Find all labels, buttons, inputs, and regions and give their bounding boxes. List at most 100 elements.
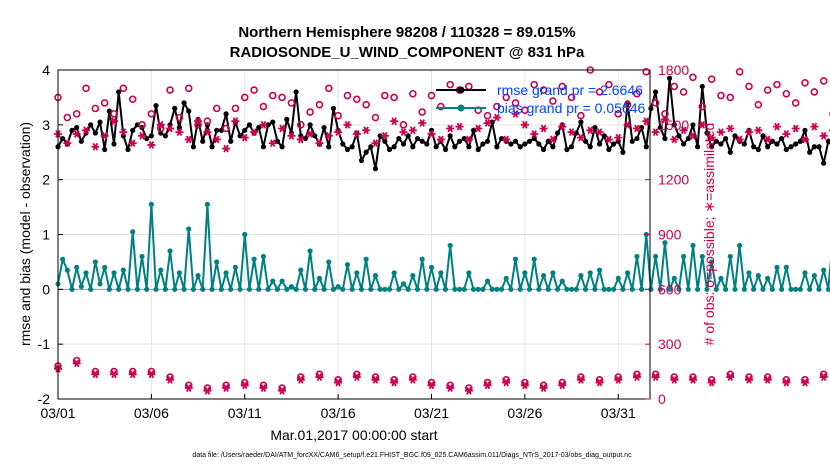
data-point-bias — [807, 286, 813, 292]
data-point-bias — [601, 286, 607, 292]
data-point-rmse — [741, 141, 747, 147]
data-point-obs-possible — [521, 106, 529, 115]
data-point-obs-possible — [212, 104, 221, 113]
data-point-obs-assimilated — [763, 135, 772, 144]
data-point-rmse — [676, 133, 682, 139]
data-point-bias — [88, 286, 94, 292]
data-point-rmse — [536, 141, 542, 147]
data-point-bias — [139, 253, 145, 260]
data-point-rmse — [802, 127, 808, 133]
data-point-obs-assimilated — [716, 128, 725, 137]
data-point-obs-assimilated-low — [128, 370, 137, 379]
data-point-bias — [228, 286, 234, 292]
data-point-obs-assimilated-low — [315, 373, 324, 381]
data-point-obs-possible — [763, 86, 772, 94]
data-point-obs-assimilated-low — [632, 373, 641, 381]
data-point-obs-possible — [549, 97, 557, 105]
data-point-obs-assimilated-low — [502, 378, 511, 387]
data-point-obs-assimilated-low — [91, 370, 100, 379]
data-point-obs-assimilated — [558, 122, 567, 131]
data-point-obs-assimilated-low — [782, 378, 791, 387]
data-point-bias — [447, 242, 453, 249]
data-point-obs-assimilated — [72, 130, 81, 138]
x-tick-label: 03/01 — [40, 405, 75, 421]
data-point-bias — [270, 278, 276, 284]
data-point-rmse — [723, 135, 729, 142]
data-point-bias — [442, 286, 449, 292]
data-point-rmse — [382, 138, 388, 144]
data-point-obs-assimilated-low — [408, 375, 417, 384]
data-point-bias — [298, 267, 304, 273]
y-tick-label: 2 — [42, 172, 50, 188]
grid — [57, 69, 650, 400]
data-point-bias — [816, 286, 822, 292]
series-obs-assimilated-low — [54, 359, 828, 395]
data-point-obs-assimilated — [324, 131, 333, 140]
data-point-rmse — [681, 141, 687, 147]
data-point-bias — [405, 286, 411, 292]
data-point-bias — [769, 286, 775, 292]
data-point-rmse — [186, 108, 192, 114]
data-point-bias — [204, 201, 211, 207]
data-point-bias — [134, 286, 140, 292]
data-point-rmse — [765, 144, 771, 150]
data-point-rmse — [172, 105, 178, 111]
data-point-rmse — [466, 144, 472, 150]
data-point-bias — [382, 286, 388, 292]
data-point-rmse — [326, 144, 332, 150]
data-point-rmse — [265, 122, 271, 128]
data-point-obs-assimilated — [744, 128, 753, 137]
data-point-bias — [452, 286, 458, 292]
data-point-bias — [737, 242, 743, 249]
data-point-bias — [190, 286, 196, 292]
data-point-obs-assimilated — [772, 122, 781, 131]
data-point-obs-possible — [791, 99, 800, 107]
data-point-obs-possible — [577, 111, 585, 120]
data-point-bias — [568, 286, 575, 292]
data-marks — [54, 66, 830, 395]
data-point-rmse — [610, 141, 617, 147]
data-point-rmse — [601, 133, 607, 139]
data-point-bias — [302, 286, 309, 292]
data-point-obs-assimilated — [464, 135, 473, 144]
data-point-bias — [461, 286, 467, 292]
data-point-obs-possible — [493, 102, 501, 111]
data-point-bias — [64, 267, 70, 273]
data-point-obs-possible — [324, 84, 333, 93]
data-point-obs-possible — [717, 91, 725, 100]
data-point-obs-assimilated-low — [483, 381, 492, 390]
data-point-rmse — [372, 166, 379, 172]
data-point-rmse — [793, 141, 799, 147]
data-point-obs-assimilated-low — [240, 381, 249, 390]
data-point-rmse — [92, 130, 98, 136]
data-point-bias — [802, 270, 808, 276]
data-point-obs-assimilated-low — [801, 378, 810, 387]
data-point-bias — [116, 286, 122, 292]
data-point-bias — [517, 286, 523, 292]
data-point-obs-possible — [119, 84, 128, 93]
data-point-bias — [526, 286, 533, 292]
data-point-obs-possible — [315, 100, 324, 109]
data-point-obs-possible — [100, 99, 109, 107]
data-point-bias — [386, 286, 393, 292]
data-point-obs-assimilated — [754, 126, 763, 135]
data-point-bias — [391, 270, 397, 276]
data-point-obs-assimilated — [278, 124, 287, 133]
data-point-rmse — [223, 111, 229, 117]
data-point-rmse — [424, 141, 430, 147]
data-point-rmse — [368, 144, 374, 150]
data-point-rmse — [130, 127, 136, 133]
data-point-obs-possible — [633, 89, 641, 98]
data-point-obs-possible — [381, 91, 389, 100]
data-point-obs-assimilated — [791, 124, 800, 133]
data-point-obs-assimilated — [138, 131, 147, 140]
data-point-rmse — [783, 146, 789, 153]
y-right-tick-label: 900 — [658, 227, 682, 243]
data-point-bias — [484, 278, 491, 284]
data-point-bias — [74, 264, 80, 270]
data-point-obs-assimilated — [660, 115, 669, 124]
data-point-obs-assimilated-low — [110, 370, 119, 379]
data-point-obs-assimilated — [399, 128, 408, 137]
data-point-obs-assimilated — [212, 135, 221, 144]
data-point-obs-possible — [231, 104, 240, 113]
